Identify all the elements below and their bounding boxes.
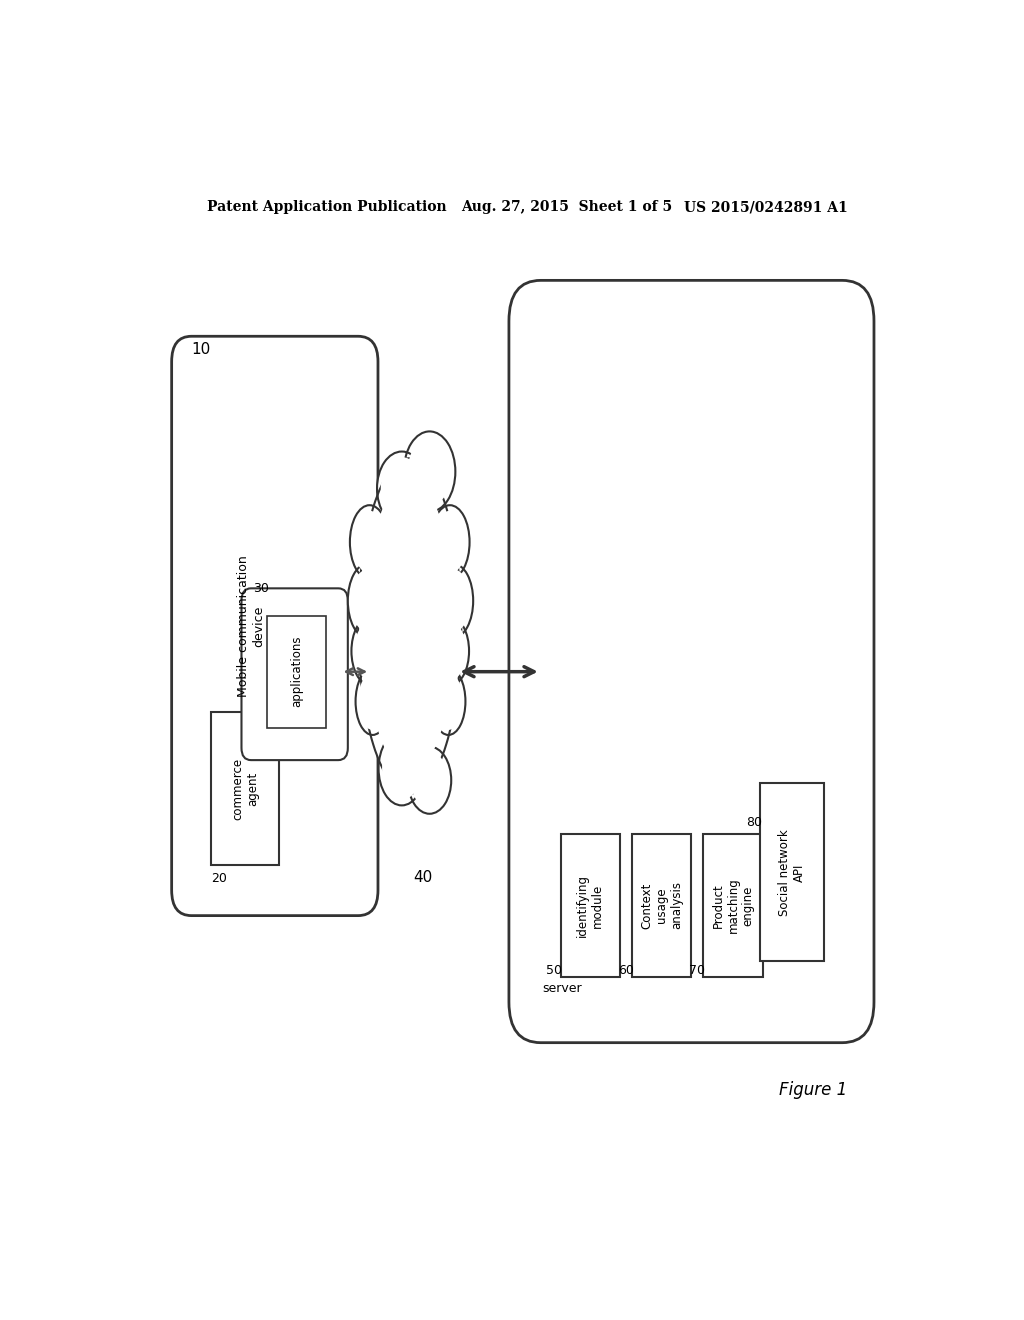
- Text: commerce
agent: commerce agent: [231, 758, 259, 820]
- FancyBboxPatch shape: [172, 337, 378, 916]
- Ellipse shape: [430, 506, 470, 579]
- Ellipse shape: [408, 747, 452, 813]
- Ellipse shape: [403, 432, 456, 512]
- Text: 10: 10: [191, 342, 211, 356]
- Text: US 2015/0242891 A1: US 2015/0242891 A1: [684, 201, 847, 214]
- FancyBboxPatch shape: [509, 280, 874, 1043]
- Bar: [761, 784, 824, 961]
- Ellipse shape: [379, 731, 425, 805]
- Text: Social network
API: Social network API: [778, 829, 806, 916]
- Text: 40: 40: [414, 870, 433, 886]
- Text: Product
matching
engine: Product matching engine: [712, 878, 755, 933]
- Text: 70: 70: [689, 964, 706, 977]
- Text: 60: 60: [617, 964, 634, 977]
- Text: applications: applications: [290, 636, 303, 708]
- Ellipse shape: [351, 569, 384, 632]
- Bar: [560, 834, 621, 977]
- Ellipse shape: [377, 451, 427, 525]
- Text: Figure 1: Figure 1: [778, 1081, 847, 1098]
- Ellipse shape: [382, 737, 422, 800]
- Text: Context
usage
analysis: Context usage analysis: [640, 882, 683, 929]
- Bar: [703, 834, 763, 977]
- Bar: [267, 615, 327, 727]
- Ellipse shape: [437, 569, 470, 632]
- Ellipse shape: [431, 668, 466, 735]
- Ellipse shape: [381, 457, 423, 520]
- Ellipse shape: [433, 511, 467, 573]
- FancyBboxPatch shape: [242, 589, 348, 760]
- Text: 30: 30: [253, 582, 268, 595]
- Ellipse shape: [348, 564, 387, 638]
- Text: 20: 20: [211, 873, 227, 886]
- Bar: [632, 834, 691, 977]
- Ellipse shape: [358, 673, 387, 730]
- Text: Aug. 27, 2015  Sheet 1 of 5: Aug. 27, 2015 Sheet 1 of 5: [461, 201, 673, 214]
- Ellipse shape: [351, 618, 387, 685]
- Text: 50: 50: [546, 964, 562, 977]
- Ellipse shape: [355, 668, 389, 735]
- Text: 80: 80: [746, 816, 762, 829]
- Text: identifying
module: identifying module: [577, 874, 604, 937]
- Ellipse shape: [353, 511, 386, 573]
- Text: Mobile communication
device: Mobile communication device: [237, 556, 265, 697]
- Ellipse shape: [433, 618, 469, 685]
- Bar: [211, 713, 279, 865]
- Text: Patent Application Publication: Patent Application Publication: [207, 201, 447, 214]
- Ellipse shape: [434, 564, 473, 638]
- Ellipse shape: [412, 751, 447, 809]
- Ellipse shape: [354, 623, 385, 680]
- Ellipse shape: [434, 673, 463, 730]
- Ellipse shape: [350, 506, 389, 579]
- Ellipse shape: [435, 623, 466, 680]
- Ellipse shape: [365, 479, 455, 772]
- Text: server: server: [543, 982, 582, 995]
- Ellipse shape: [408, 437, 452, 506]
- Ellipse shape: [358, 458, 461, 793]
